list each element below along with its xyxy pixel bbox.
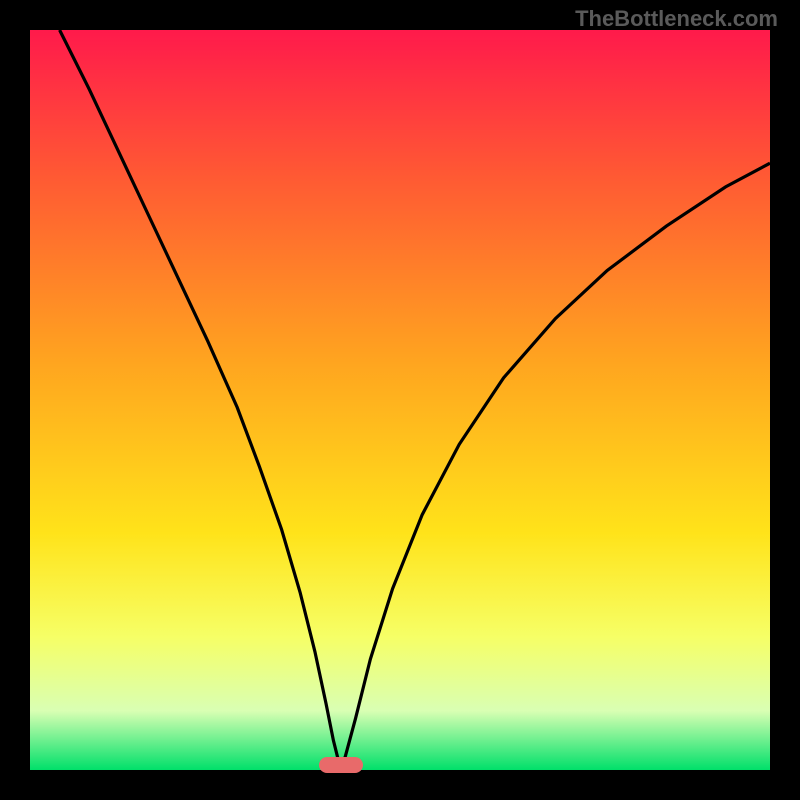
optimum-marker — [319, 757, 363, 773]
watermark-text: TheBottleneck.com — [575, 6, 778, 32]
chart-frame: TheBottleneck.com — [0, 0, 800, 800]
plot-area — [30, 30, 770, 770]
